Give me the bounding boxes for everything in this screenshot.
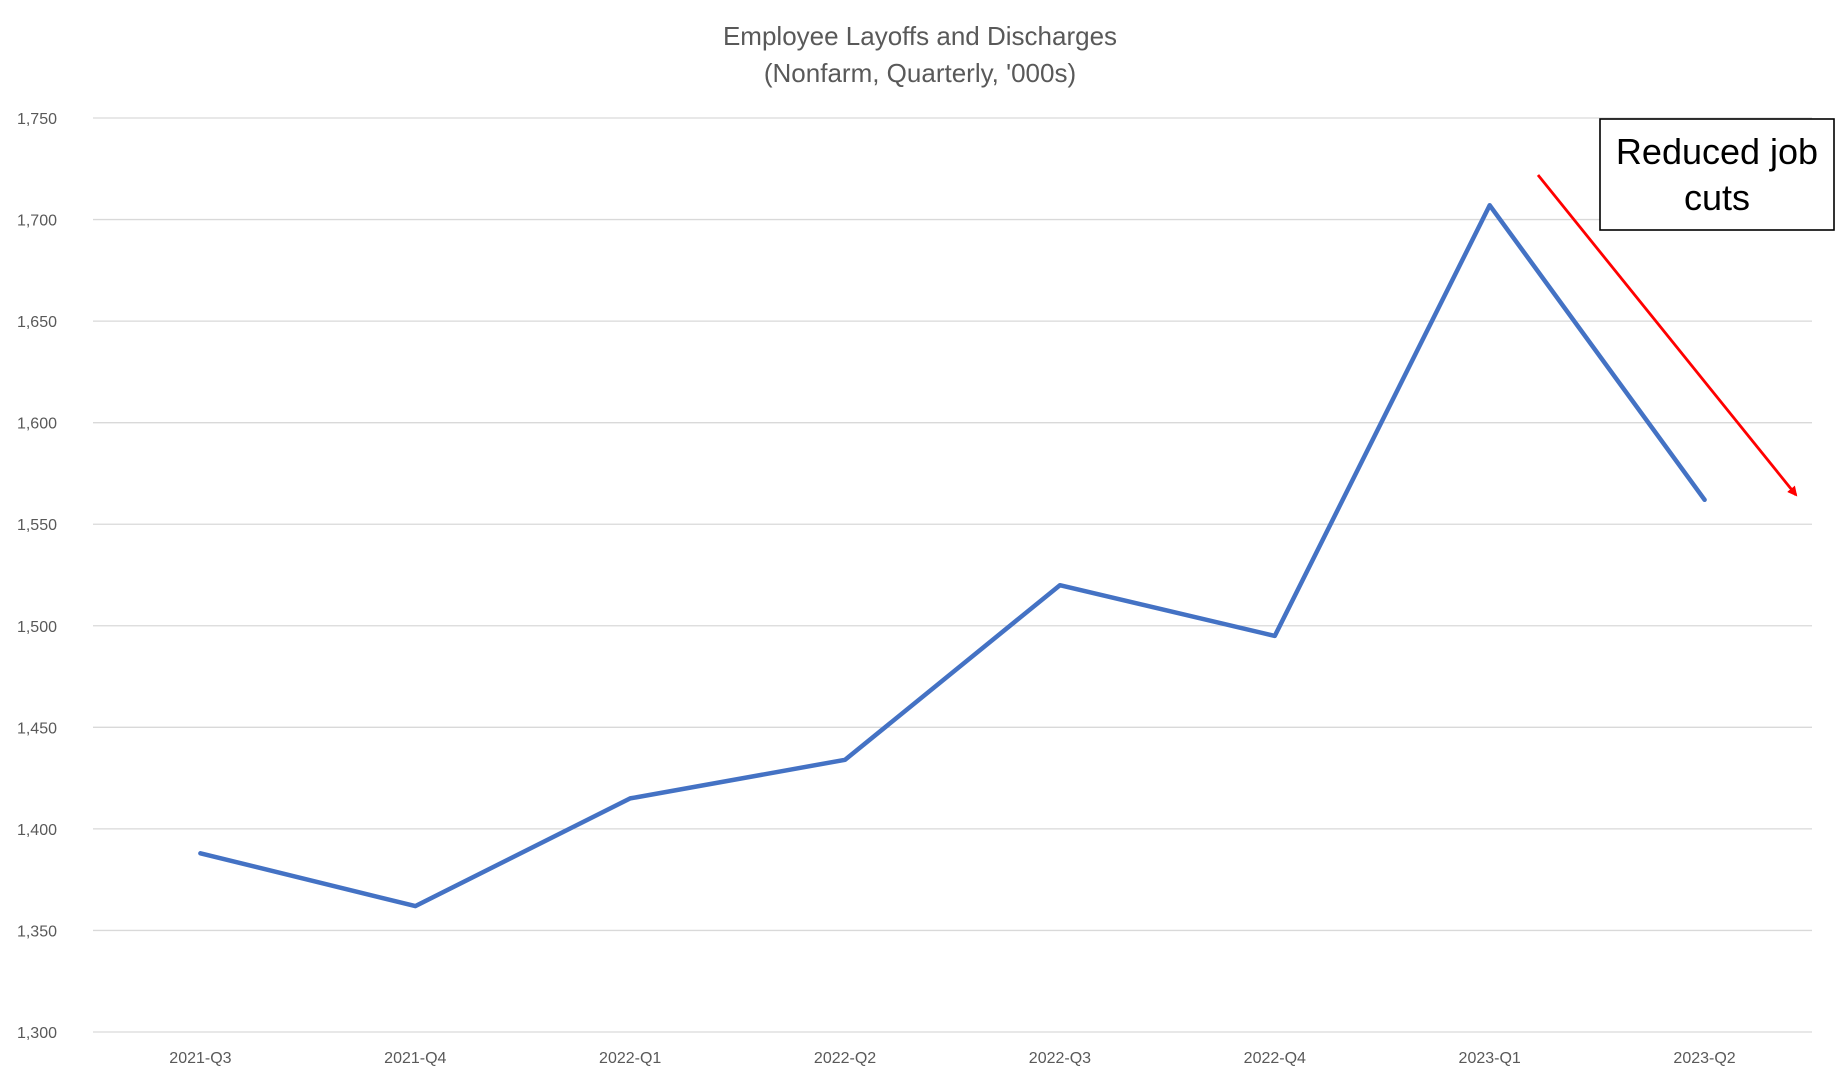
y-tick-label: 1,750 [17, 111, 57, 128]
x-tick-label: 2023-Q2 [1673, 1050, 1735, 1067]
x-tick-label: 2022-Q3 [1029, 1050, 1091, 1067]
annotation: Reduced job cuts [1536, 118, 1835, 497]
annotation-line-2: cuts [1684, 177, 1750, 218]
x-tick-label: 2022-Q2 [814, 1050, 876, 1067]
annotation-box [1599, 118, 1835, 231]
y-tick-label: 1,650 [17, 314, 57, 331]
x-tick-label: 2023-Q1 [1459, 1050, 1521, 1067]
x-tick-label: 2021-Q4 [384, 1050, 446, 1067]
x-axis-ticks: 2021-Q3 2021-Q4 2022-Q1 2022-Q2 2022-Q3 2022-… [169, 1050, 1735, 1067]
x-tick-label: 2022-Q1 [599, 1050, 661, 1067]
gridlines [93, 117, 1812, 1033]
x-tick-label: 2022-Q4 [1244, 1050, 1306, 1067]
chart-subtitle: (Nonfarm, Quarterly, '000s) [764, 58, 1076, 88]
y-tick-label: 1,350 [17, 923, 57, 940]
annotation-line-1: Reduced job [1616, 131, 1818, 172]
y-tick-label: 1,450 [17, 720, 57, 737]
series-layer [198, 203, 1707, 909]
down-arrow-icon [1536, 174, 1798, 497]
y-tick-label: 1,550 [17, 517, 57, 534]
y-axis-ticks: 1,300 1,350 1,400 1,450 1,500 1,550 1,600 1,650… [17, 111, 57, 1042]
y-tick-label: 1,500 [17, 619, 57, 636]
x-tick-label: 2021-Q3 [169, 1050, 231, 1067]
y-tick-label: 1,300 [17, 1025, 57, 1042]
y-tick-label: 1,600 [17, 416, 57, 433]
chart-title: Employee Layoffs and Discharges [723, 21, 1117, 51]
y-tick-label: 1,700 [17, 213, 57, 230]
y-tick-label: 1,400 [17, 822, 57, 839]
series-line [198, 203, 1707, 909]
